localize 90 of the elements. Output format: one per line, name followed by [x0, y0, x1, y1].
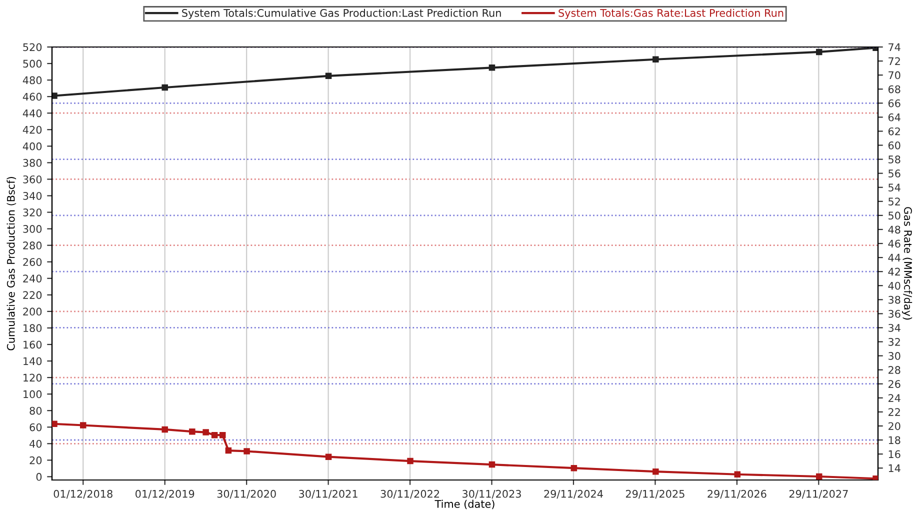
y2-tick-label: 62: [888, 127, 900, 136]
y-tick-label: 520: [23, 43, 42, 52]
y-tick-label: 440: [22, 109, 42, 118]
x-tick-label: 30/11/2020: [217, 490, 276, 499]
point: [244, 448, 250, 454]
point: [52, 420, 58, 427]
y-tick-label: 120: [24, 374, 42, 382]
point: [202, 429, 209, 436]
legend-label: System Totals:Gas Rate:Last Prediction Run: [558, 8, 784, 19]
y2-tick-label: 68: [888, 85, 900, 94]
y-tick-label: 160: [24, 340, 42, 349]
y2-tick-label: 18: [888, 436, 900, 444]
y-tick-label: 40: [30, 440, 42, 448]
y-tick-label: 140: [24, 357, 42, 366]
y2-tick-label: 34: [888, 324, 900, 332]
y-tick-label: 100: [24, 390, 42, 398]
y-tick-label: 320: [23, 208, 42, 216]
y-tick-label: 60: [30, 423, 42, 432]
y-tick-label: 460: [22, 92, 42, 101]
y-tick-label: 260: [23, 258, 42, 266]
y-tick-label: 500: [23, 60, 42, 68]
y2-tick-label: 46: [888, 240, 900, 248]
y-tick-label: 220: [23, 291, 42, 300]
point: [162, 426, 168, 433]
y2-tick-label: 32: [888, 338, 900, 346]
y-tick-label: 280: [23, 242, 42, 250]
y2-tick-label: 50: [888, 212, 900, 220]
y2-tick-label: 64: [888, 113, 900, 122]
y-tick-label: 420: [22, 126, 42, 134]
point: [80, 422, 86, 428]
y2-tick-label: 28: [888, 366, 900, 374]
y-tick-label: 380: [23, 158, 42, 167]
y-tick-label: 400: [22, 142, 42, 150]
y2-tick-label: 70: [888, 71, 900, 80]
y2-tick-label: 72: [888, 57, 900, 65]
y2-tick-label: 20: [888, 422, 900, 430]
point: [570, 464, 578, 472]
y-tick-label: 20: [30, 456, 42, 464]
y2-tick-label: 42: [888, 268, 900, 276]
point: [225, 447, 232, 454]
point: [488, 461, 496, 468]
y2-tick-label: 38: [888, 296, 900, 304]
point: [219, 432, 226, 438]
x-tick-label: 29/11/2024: [544, 490, 603, 499]
point: [652, 468, 659, 475]
y-tick-label: 240: [23, 274, 42, 282]
x-tick-label: 30/11/2023: [462, 490, 521, 499]
y2-tick-label: 66: [888, 99, 900, 108]
point: [816, 473, 822, 480]
y2-tick-label: 56: [888, 170, 900, 178]
x-tick-label: 29/11/2026: [708, 490, 766, 499]
x-tick-label: 01/12/2018: [54, 490, 112, 499]
y2-tick-label: 74: [888, 43, 900, 51]
x-tick-label: 30/11/2022: [380, 490, 440, 499]
y2-tick-label: 36: [888, 310, 900, 318]
y-tick-label: 360: [23, 175, 42, 184]
y-tick-label: 480: [22, 76, 42, 84]
x-tick-label: 29/11/2027: [789, 490, 848, 499]
point: [734, 471, 741, 478]
y2-tick-label: 44: [888, 254, 900, 262]
y-tick-label: 0: [36, 472, 42, 481]
y2-tick-label: 30: [888, 352, 900, 360]
y-tick-label: 80: [30, 406, 42, 415]
y2-tick-label: 40: [888, 282, 900, 290]
point: [189, 428, 196, 435]
point: [211, 432, 218, 438]
y2-tick-label: 14: [888, 464, 900, 472]
y-tick-label: 340: [23, 192, 42, 200]
y2-tick-label: 58: [888, 156, 900, 164]
point: [407, 458, 414, 464]
y2-tick-label: 52: [888, 198, 900, 206]
x-tick-label: 29/11/2025: [626, 490, 684, 499]
point: [872, 475, 878, 480]
y2-tick-label: 26: [888, 380, 900, 388]
y2-tick-label: 16: [888, 450, 900, 458]
y-tick-label: 180: [24, 324, 42, 332]
y-tick-label: 300: [23, 225, 42, 233]
x-axis-title: Time (date): [434, 500, 494, 510]
point: [325, 454, 332, 460]
y2-tick-label: 60: [888, 141, 900, 150]
y2-tick-label: 54: [888, 184, 900, 192]
x-tick-label: 30/11/2021: [299, 490, 358, 499]
y2-axis-title: Gas Rate (MMscf/day): [902, 207, 912, 320]
legend-label: System Totals:Cumulative Gas Production:Last Prediction Run: [182, 8, 501, 19]
y2-tick-label: 48: [888, 226, 900, 234]
x-tick-label: 01/12/2019: [136, 490, 194, 499]
y2-tick-label: 22: [888, 408, 900, 416]
y-tick-label: 200: [23, 308, 42, 316]
y2-tick-label: 24: [888, 394, 900, 402]
y-axis-title: Cumulative Gas Production (Bscf): [6, 177, 16, 350]
